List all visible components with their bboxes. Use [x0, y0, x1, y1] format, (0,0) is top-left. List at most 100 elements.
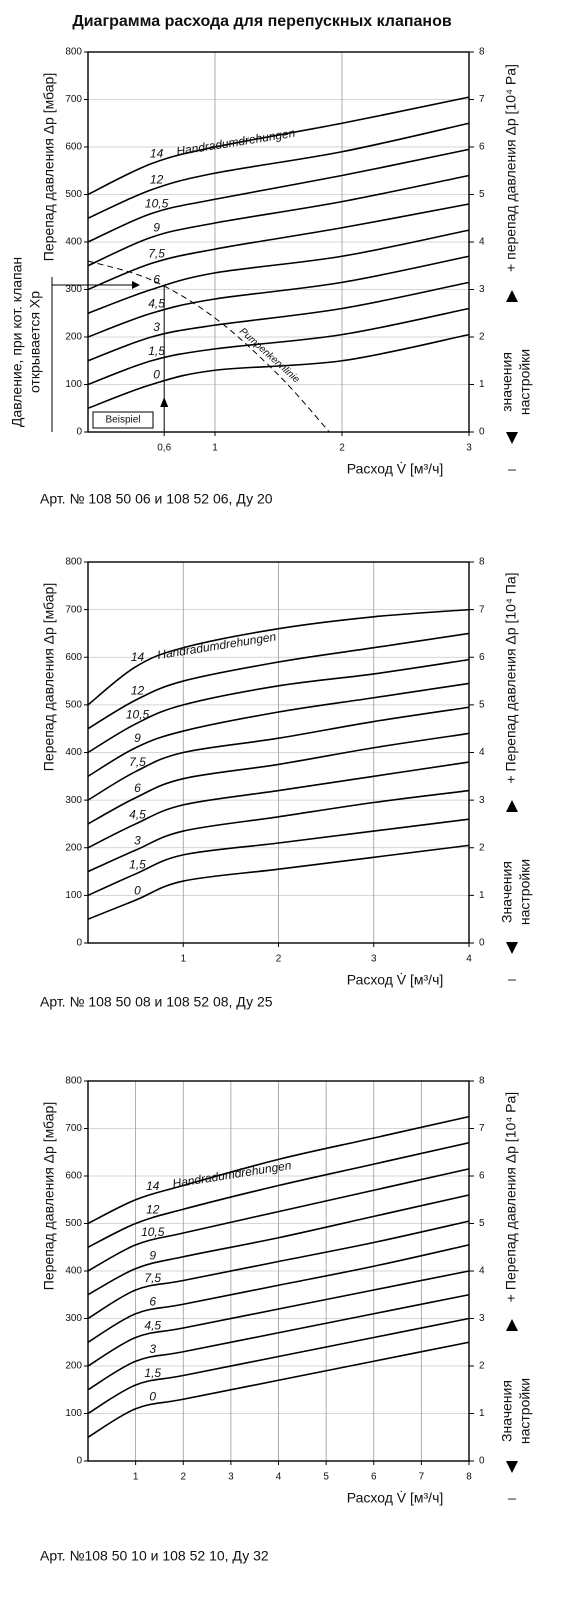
curve-label: 10,5: [126, 707, 150, 721]
y-tick-label: 100: [65, 1408, 82, 1419]
y-tick-label: 0: [76, 427, 82, 438]
setting-label: настройки: [517, 1378, 533, 1444]
y-tick-label: 300: [65, 795, 82, 806]
y-tick-label: 700: [65, 604, 82, 615]
x-axis-label: Расход V̇ [м³/ч]: [347, 972, 444, 988]
y-tick-label: 100: [65, 379, 82, 390]
curve-label: 0: [149, 1390, 156, 1404]
setting-label: настройки: [517, 859, 533, 925]
y2-axis-label: + Перепад давления Δp [10⁴ Pa]: [503, 1092, 519, 1302]
curve-label: 12: [150, 173, 164, 187]
curve: [87, 1194, 470, 1296]
curve: [87, 761, 470, 849]
curve: [87, 608, 470, 706]
x-axis-label: Расход V̇ [м³/ч]: [347, 461, 444, 477]
y2-tick-label: 2: [479, 332, 485, 343]
curve: [87, 122, 470, 219]
curve-label: Pumpenkennlinie: [237, 326, 302, 386]
curve-label: 3: [149, 1342, 156, 1356]
x-tick-label: 3: [371, 954, 377, 965]
pump-curve: [87, 260, 330, 433]
y2-tick-label: 4: [479, 1266, 485, 1277]
y-tick-label: 600: [65, 652, 82, 663]
x-tick-label: 2: [339, 443, 345, 454]
y2-tick-label: 5: [479, 700, 485, 711]
xp-label: Давление, при кот. клапан: [9, 257, 25, 427]
setting-label: Значения: [499, 1380, 515, 1442]
curve: [87, 1141, 470, 1248]
curve: [87, 1293, 470, 1391]
curve-label: 10,5: [145, 197, 169, 211]
curve-label: 6: [134, 781, 141, 795]
curve: [87, 1168, 470, 1272]
y-tick-label: 800: [65, 1076, 82, 1087]
y-tick-label: 600: [65, 1171, 82, 1182]
example-box: [92, 411, 154, 429]
curve: [87, 682, 470, 777]
setting-label: значения: [499, 352, 515, 412]
curve: [87, 1115, 470, 1225]
curve-label: 6: [149, 1295, 156, 1309]
curve: [87, 632, 470, 730]
y2-tick-label: 1: [479, 890, 485, 901]
curve: [87, 1341, 470, 1438]
xp-label: открывается Xp: [27, 291, 43, 393]
curve: [87, 148, 470, 243]
curve: [87, 1244, 470, 1343]
curve-label: 4,5: [148, 296, 165, 310]
setting-label: настройки: [517, 349, 533, 415]
curve-label: 10,5: [141, 1225, 165, 1239]
x-tick-label: 1: [212, 443, 218, 454]
y-tick-label: 400: [65, 1266, 82, 1277]
x-tick-label: 8: [466, 1472, 472, 1483]
minus-sign: –: [508, 461, 516, 477]
caption: Арт. № 108 50 08 и 108 52 08, Ду 25: [40, 994, 273, 1010]
y-tick-label: 300: [65, 284, 82, 295]
curve-label: 1,5: [148, 344, 165, 358]
curve-label: 7,5: [144, 1271, 161, 1285]
curve-label: 1,5: [144, 1366, 161, 1380]
x-tick-label: 3: [466, 443, 472, 454]
y-tick-label: 500: [65, 1218, 82, 1229]
y-axis-label: Перепад давления Δp [мбар]: [41, 73, 57, 261]
y2-tick-label: 7: [479, 94, 485, 105]
curve: [87, 255, 470, 338]
y2-tick-label: 1: [479, 379, 485, 390]
y2-axis-label: + перепад давления Δp [10⁴ Pa]: [503, 64, 519, 272]
down-triangle: [506, 1461, 518, 1473]
y-tick-label: 400: [65, 747, 82, 758]
y-tick-label: 100: [65, 890, 82, 901]
up-triangle: [506, 1319, 518, 1331]
y2-tick-label: 7: [479, 1123, 485, 1134]
curve-label: 4,5: [144, 1318, 161, 1332]
setting-label: Значения: [499, 861, 515, 923]
x-tick-label: 7: [419, 1472, 425, 1483]
curve-label: 14: [131, 650, 145, 664]
up-triangle: [506, 800, 518, 812]
curve-note: Handradumdrehungen: [175, 126, 296, 159]
y2-tick-label: 0: [479, 938, 485, 949]
curve: [87, 1270, 470, 1367]
down-triangle: [506, 432, 518, 444]
curve-label: 0: [153, 368, 160, 382]
y2-tick-label: 2: [479, 842, 485, 853]
x-tick-label: 4: [466, 954, 472, 965]
y-tick-label: 700: [65, 94, 82, 105]
y-tick-label: 600: [65, 142, 82, 153]
curve: [87, 1220, 470, 1320]
x-tick-label: 2: [276, 954, 282, 965]
arrow-head: [132, 281, 140, 289]
curve: [87, 96, 470, 196]
y-tick-label: 800: [65, 47, 82, 58]
y2-tick-label: 6: [479, 142, 485, 153]
y-tick-label: 500: [65, 700, 82, 711]
y-tick-label: 200: [65, 842, 82, 853]
curve: [87, 1317, 470, 1415]
curve-label: 9: [134, 731, 141, 745]
x-tick-label: 1: [133, 1472, 139, 1483]
curve-label: 6: [153, 272, 160, 286]
curve: [87, 818, 470, 897]
y2-tick-label: 6: [479, 652, 485, 663]
curve-label: 3: [134, 834, 141, 848]
y-tick-label: 500: [65, 189, 82, 200]
